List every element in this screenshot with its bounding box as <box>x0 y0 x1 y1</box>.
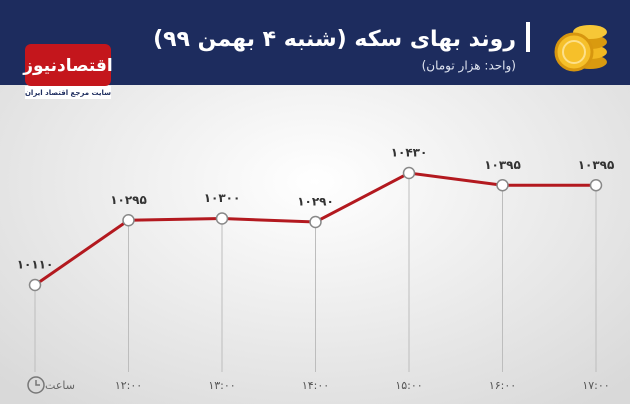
marker <box>215 212 229 225</box>
tagline: سایت مرجع اقتصاد ایران <box>25 89 111 97</box>
marker <box>589 179 603 192</box>
x-tick-label: ۱۶:۰۰ <box>489 379 516 392</box>
data-label: ۱۰۳۹۵ <box>484 158 521 172</box>
chart-title: روند بهای سکه (شنبه ۴ بهمن ۹۹) <box>153 27 516 52</box>
chart-subtitle: (واحد: هزار تومان) <box>422 59 516 74</box>
x-tick-label: ۱۷:۰۰ <box>582 379 609 392</box>
data-label: ۱۰۴۳۰ <box>391 146 428 160</box>
marker <box>28 278 42 292</box>
coins-icon <box>554 25 607 72</box>
logo-box <box>25 44 111 86</box>
data-label: ۱۰۳۰۰ <box>204 191 241 205</box>
x-tick-label: ۱۵:۰۰ <box>395 379 422 392</box>
data-label: ۱۰۲۹۰ <box>297 195 334 209</box>
x-tick-label: ۱۴:۰۰ <box>302 379 329 392</box>
marker <box>402 166 416 180</box>
x-tick-label: ۱۲:۰۰ <box>115 379 142 392</box>
data-label: ۱۰۲۹۵ <box>110 193 147 207</box>
tagline-box <box>25 86 111 99</box>
logo-text: اقتصادنیوز <box>22 56 113 76</box>
marker <box>122 214 135 227</box>
marker <box>309 215 322 229</box>
x-axis-label: ساعت <box>45 379 75 392</box>
x-tick-label: ۱۳:۰۰ <box>208 379 235 392</box>
marker <box>496 179 509 192</box>
title-bar <box>526 22 530 52</box>
clock-icon <box>27 376 45 394</box>
data-label: ۱۰۱۱۰ <box>17 258 54 272</box>
data-label: ۱۰۳۹۵ <box>578 158 615 172</box>
